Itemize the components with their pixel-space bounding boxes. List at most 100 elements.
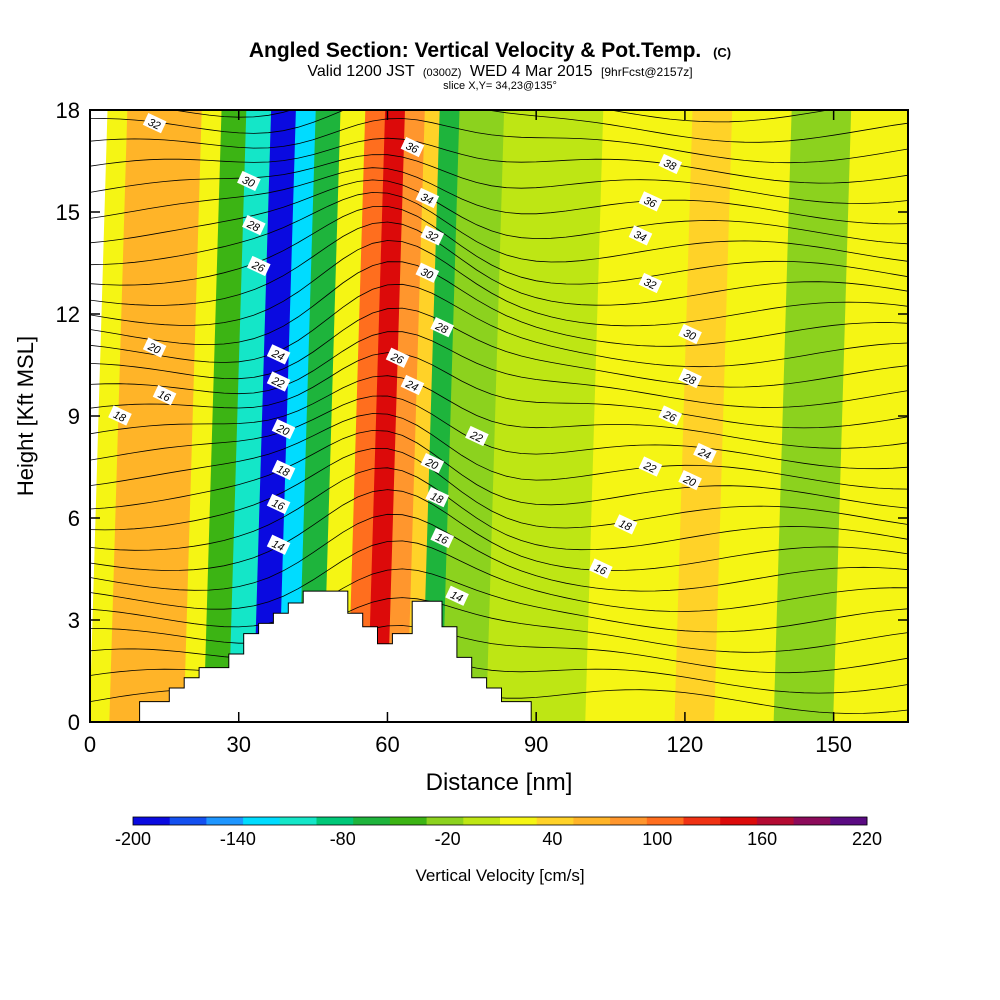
svg-text:32: 32 [146, 116, 162, 132]
contour-label: 20 [420, 453, 445, 474]
y-tick-label: 15 [56, 200, 80, 225]
x-tick-label: 30 [226, 732, 250, 757]
svg-text:16: 16 [592, 562, 609, 578]
contour-label: 18 [271, 459, 296, 481]
svg-text:20: 20 [274, 422, 292, 439]
colorbar-swatch [463, 817, 501, 825]
svg-text:36: 36 [642, 195, 659, 211]
velocity-band [585, 110, 694, 722]
contour-label: 32 [638, 272, 663, 294]
svg-text:18: 18 [429, 490, 446, 506]
colorbar-tick-label: -20 [435, 829, 461, 849]
svg-text:28: 28 [680, 371, 698, 388]
theta-contour-line [90, 118, 908, 164]
contour-label: 18 [425, 487, 450, 508]
theta-contour-line [90, 154, 908, 204]
velocity-band [183, 110, 223, 722]
colorbar-swatch [206, 817, 244, 825]
colorbar-tick-label: 160 [747, 829, 777, 849]
theta-contour-line [90, 205, 908, 286]
colorbar-swatch [389, 817, 428, 825]
theta-contour-line [90, 179, 908, 245]
svg-text:34: 34 [419, 191, 435, 207]
svg-text:26: 26 [388, 351, 406, 368]
colorbar-swatch [646, 817, 684, 825]
theta-contour-line [90, 137, 908, 184]
svg-text:24: 24 [269, 347, 286, 363]
colorbar-swatch [316, 817, 354, 825]
colorbar-swatch [573, 817, 611, 825]
y-tick-label: 9 [68, 404, 80, 429]
contour-label: 24 [693, 442, 717, 464]
theta-contour-line [90, 375, 908, 449]
velocity-band [421, 110, 461, 722]
contour-label: 16 [152, 385, 177, 406]
chart-title-suffix: (C) [713, 45, 731, 60]
colorbar-tick-label: -140 [220, 829, 256, 849]
velocity-band [203, 110, 248, 722]
svg-text:26: 26 [249, 259, 267, 276]
theta-contour-line [90, 540, 908, 612]
colorbar-swatch [830, 817, 868, 825]
y-tick-label: 6 [68, 506, 80, 531]
contour-label: 30 [678, 323, 702, 345]
colorbar-swatch [720, 817, 758, 825]
svg-text:14: 14 [270, 538, 286, 554]
theta-contour-line [90, 429, 908, 510]
svg-text:16: 16 [433, 531, 450, 547]
velocity-band [406, 110, 441, 722]
theta-contour-line [90, 625, 908, 674]
colorbar-tick-label: -200 [115, 829, 151, 849]
colorbar: -200 -140 -80 -20 40 100 160 220 [115, 816, 882, 849]
contour-label: 22 [638, 456, 663, 477]
velocity-band [486, 110, 605, 722]
contour-label: 30 [415, 262, 440, 283]
svg-text:30: 30 [240, 174, 257, 190]
theta-contours [90, 110, 908, 714]
svg-text:22: 22 [269, 374, 286, 390]
y-tick-label: 0 [68, 710, 80, 735]
velocity-band [833, 110, 908, 722]
svg-text:22: 22 [641, 459, 658, 475]
terrain [90, 590, 908, 722]
svg-text:24: 24 [695, 446, 712, 462]
y-tick-label: 3 [68, 608, 80, 633]
velocity-band [773, 110, 853, 722]
svg-text:30: 30 [419, 266, 436, 282]
contour-label: 18 [108, 405, 132, 426]
x-axis-label: Distance [nm] [426, 769, 573, 796]
svg-text:16: 16 [156, 388, 173, 404]
theta-contour-line [90, 467, 908, 551]
theta-contour-line [90, 395, 908, 470]
svg-text:32: 32 [642, 276, 658, 292]
theta-contour-line [90, 513, 908, 592]
colorbar-swatch [500, 817, 538, 825]
contour-label: 26 [658, 405, 683, 426]
colorbar-swatch [279, 817, 317, 825]
x-axis: 0 30 60 90 120 150 [84, 110, 852, 757]
contour-label: 22 [465, 425, 489, 447]
colorbar-label: Vertical Velocity [cm/s] [415, 866, 584, 885]
colorbar-swatch [169, 817, 207, 825]
x-tick-label: 0 [84, 732, 96, 757]
contour-label: 18 [613, 514, 638, 535]
x-tick-label: 60 [375, 732, 399, 757]
svg-text:20: 20 [680, 473, 698, 490]
theta-contour-line [90, 283, 908, 368]
velocity-band [253, 110, 297, 722]
x-tick-label: 90 [524, 732, 548, 757]
contour-label: 36 [638, 191, 663, 212]
svg-text:28: 28 [244, 218, 262, 235]
x-tick-label: 120 [667, 732, 704, 757]
svg-text:26: 26 [661, 408, 679, 425]
theta-contour-line [172, 110, 831, 123]
contour-label: 26 [246, 255, 271, 277]
theta-contour-line [90, 261, 908, 347]
contour-labels: 14 16 18 20 22 24 26 28 30 32 20 16 18 36 34 32 30 28 26 24… [108, 113, 717, 606]
colorbar-swatch [353, 817, 391, 825]
contour-label: 20 [678, 470, 702, 491]
colorbar-swatch [133, 817, 171, 825]
contour-label: 24 [400, 374, 425, 396]
contour-label: 26 [385, 347, 410, 368]
